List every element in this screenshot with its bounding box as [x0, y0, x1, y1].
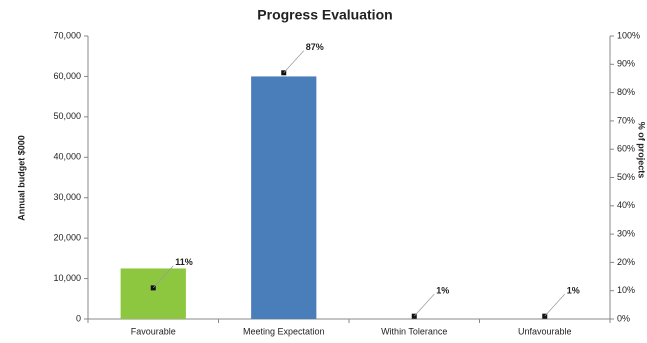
x-tick-label: Unfavourable [518, 326, 572, 336]
y2-tick-label: 40% [617, 200, 635, 210]
y2-tick-label: 80% [617, 87, 635, 97]
y-tick-label: 70,000 [53, 30, 81, 40]
leader-line [544, 293, 566, 317]
x-tick-label: Meeting Expectation [243, 326, 325, 336]
x-tick-label: Favourable [131, 326, 176, 336]
y-tick-label: 60,000 [53, 71, 81, 81]
y2-tick-label: 20% [617, 257, 635, 267]
chart-title: Progress Evaluation [257, 7, 392, 23]
y-tick-label: 30,000 [53, 192, 81, 202]
y-tick-label: 40,000 [53, 152, 81, 162]
leader-line [283, 50, 305, 74]
y2-tick-label: 50% [617, 172, 635, 182]
y2-tick-label: 70% [617, 115, 635, 125]
x-tick-label: Within Tolerance [381, 326, 447, 336]
bar [251, 76, 317, 319]
y2-tick-label: 10% [617, 285, 635, 295]
y2-tick-label: 100% [617, 30, 640, 40]
data-label: 11% [175, 257, 193, 267]
bar [120, 268, 186, 319]
y-axis-label: Annual budget $000 [16, 135, 26, 221]
y2-axis-label: % of projects [637, 122, 647, 179]
leader-line [413, 293, 435, 317]
y-tick-label: 0 [76, 313, 81, 323]
y2-tick-label: 0% [617, 313, 630, 323]
y-tick-label: 50,000 [53, 111, 81, 121]
y2-tick-label: 60% [617, 144, 635, 154]
leader-line [152, 265, 174, 289]
data-label: 1% [436, 286, 449, 296]
y2-tick-label: 90% [617, 59, 635, 69]
y-tick-label: 10,000 [53, 273, 81, 283]
y2-tick-label: 30% [617, 228, 635, 238]
y-tick-label: 20,000 [53, 233, 81, 243]
data-label: 87% [306, 42, 324, 52]
data-label: 1% [567, 286, 580, 296]
